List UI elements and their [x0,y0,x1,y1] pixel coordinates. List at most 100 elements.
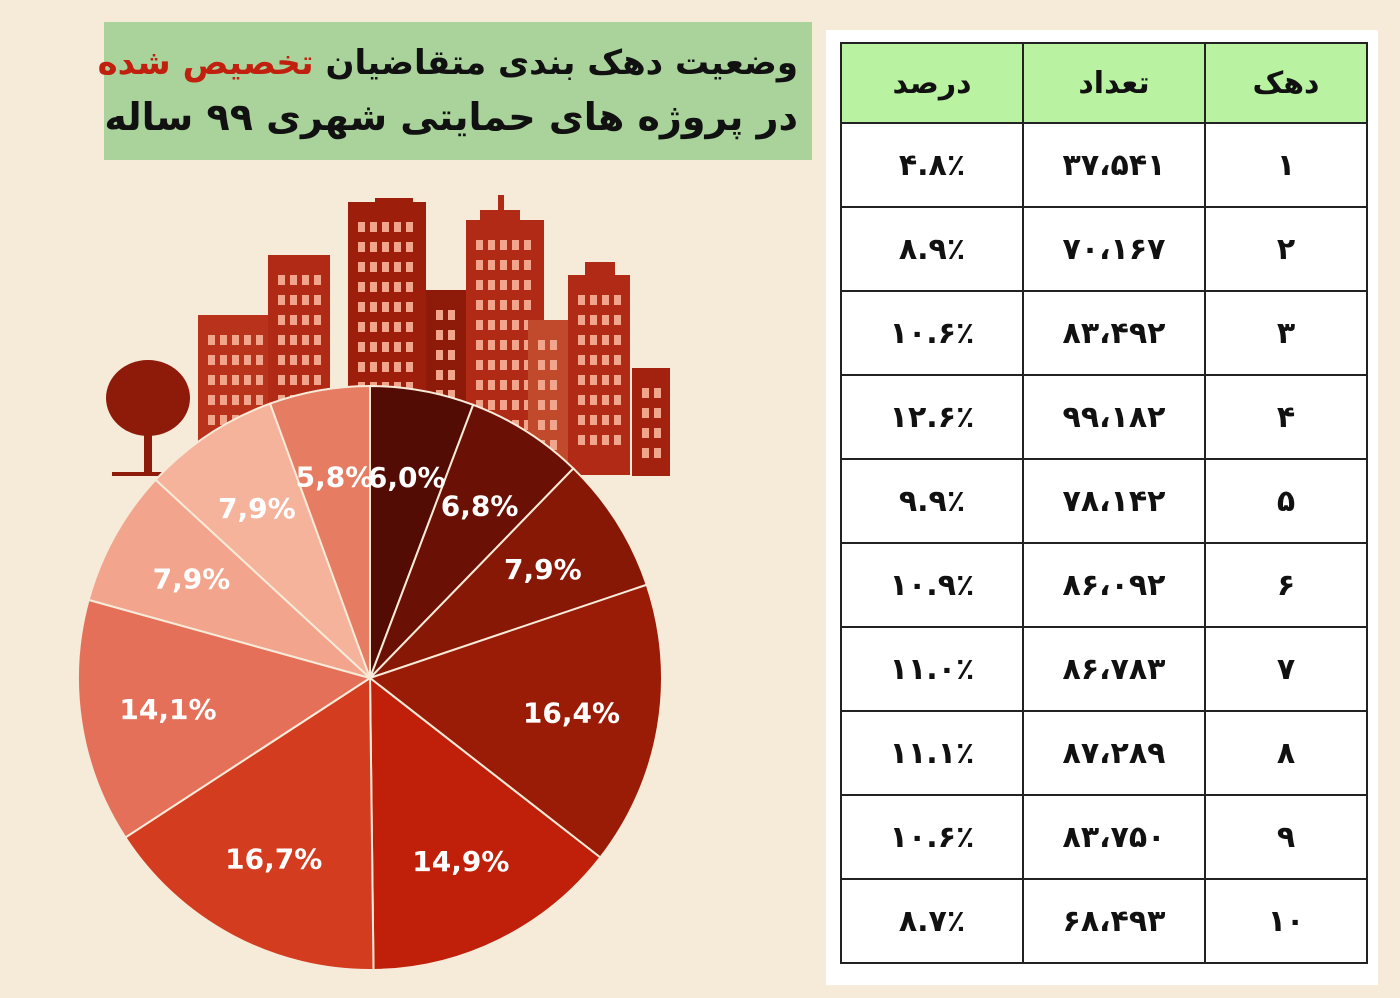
building-window [244,355,251,365]
building-window [448,330,455,340]
building-window [512,280,519,290]
building-window [602,415,609,425]
cell-percent: ۱۰.۶٪ [840,290,1024,376]
pie-data-label: 6,0% [368,461,446,494]
building-window [488,320,495,330]
cell-count: ۸۷،۲۸۹ [1022,710,1206,796]
title-banner: وضعیت دهک بندی متقاضیان تخصیص شده در پرو… [98,22,812,160]
building-window [614,415,621,425]
building-window [500,300,507,310]
building-window [524,240,531,250]
building-window [524,300,531,310]
building-window [244,395,251,405]
building-window [436,350,443,360]
cell-decile: ۶ [1204,542,1368,628]
building-window [232,375,239,385]
building-window [614,375,621,385]
building [632,368,670,476]
table-row: ۷ ۸۶،۷۸۳ ۱۱.۰٪ [840,626,1368,712]
building-window [370,362,377,372]
building-window [642,408,649,418]
building-window [590,415,597,425]
building-window [256,355,263,365]
table-row: ۵ ۷۸،۱۴۲ ۹.۹٪ [840,458,1368,544]
pie-data-label: 16,7% [225,842,322,875]
building-window [590,395,597,405]
building-window [232,395,239,405]
building-window [448,370,455,380]
building-window [614,315,621,325]
building-window [550,340,557,350]
building-window [370,222,377,232]
building-window [614,295,621,305]
cell-count: ۸۶،۰۹۲ [1022,542,1206,628]
pie-data-label: 16,4% [523,696,620,729]
building-window [550,360,557,370]
building-window [208,415,215,425]
pie-data-label: 7,9% [218,492,296,525]
building-window [290,295,297,305]
building-window [208,355,215,365]
building-window [220,335,227,345]
building-window [602,395,609,405]
cell-decile: ۱۰ [1204,878,1368,964]
cell-count: ۹۹،۱۸۲ [1022,374,1206,460]
building-window [290,335,297,345]
building-window [220,395,227,405]
pie-labels: 6,0%6,8% 7,9% 16,4% 14,9% 16,7% 14,1% 7,9% 7,9%… [119,461,620,878]
pie-data-label: 7,9% [504,553,582,586]
tree-icon [106,360,190,436]
pie-slice [369,467,648,679]
building-window [602,315,609,325]
building-window [476,300,483,310]
cell-percent: ۱۱.۰٪ [840,626,1024,712]
building-window [314,275,321,285]
building-window [290,275,297,285]
building-window [358,302,365,312]
building-window [512,320,519,330]
building-window [538,360,545,370]
building-window [448,390,455,400]
building-window [578,435,585,445]
building-window [382,282,389,292]
building-window [512,360,519,370]
building-window [208,375,215,385]
building-window [394,262,401,272]
building-window [278,275,285,285]
header-percent: درصد [840,42,1024,124]
decile-table-panel: دهک تعداد درصد ۱ ۳۷،۵۴۱ ۴.۸٪ ۲ ۷۰،۱۶۷ ۸.۹٪ ۳ ۸۳… [826,30,1378,985]
building-window [524,280,531,290]
building-window [220,415,227,425]
building-window [476,260,483,270]
building-window [642,388,649,398]
building-window [394,322,401,332]
header-decile: دهک [1204,42,1368,124]
building-window [208,395,215,405]
cell-percent: ۴.۸٪ [840,122,1024,208]
building-window [302,355,309,365]
building-window [590,375,597,385]
cell-percent: ۹.۹٪ [840,458,1024,544]
building-window [538,340,545,350]
building-window [488,240,495,250]
pie-slice [367,583,663,859]
cell-count: ۸۶،۷۸۳ [1022,626,1206,712]
building-window [500,320,507,330]
building-window [244,335,251,345]
building-window [602,295,609,305]
building-window [256,335,263,345]
table-row: ۳ ۸۳،۴۹۲ ۱۰.۶٪ [840,290,1368,376]
building-window [394,302,401,312]
building-window [578,315,585,325]
table-row: ۱۰ ۶۸،۴۹۳ ۸.۷٪ [840,878,1368,964]
building-window [614,355,621,365]
building-window [302,335,309,345]
pie-slice [124,676,375,971]
building-window [500,400,507,410]
building-window [602,335,609,345]
building-window [602,375,609,385]
building-window [500,280,507,290]
building-window [488,380,495,390]
building-window [370,342,377,352]
tree-trunk [144,420,152,475]
